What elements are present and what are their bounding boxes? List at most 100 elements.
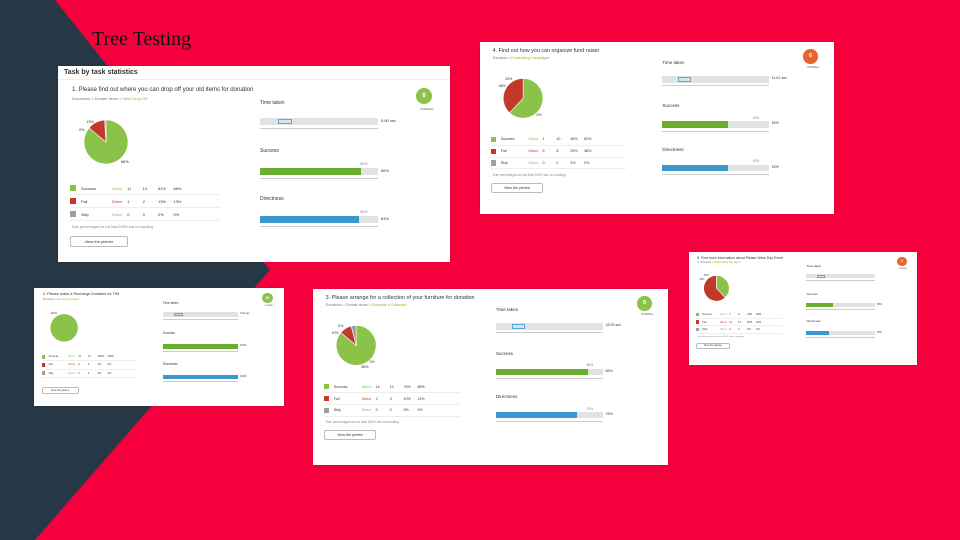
- bar-axis: [495, 421, 603, 423]
- legend-cell-c: 0: [127, 211, 130, 217]
- view-pietree-button[interactable]: View the pietree: [41, 387, 79, 395]
- pie-slice: [50, 313, 79, 342]
- section-value: 76%: [605, 412, 613, 417]
- legend-cell-a: Direct: [111, 185, 123, 191]
- legend-cell-d: 13: [738, 320, 741, 324]
- pie-label: 0%: [369, 360, 375, 365]
- task-path-prefix: Donations > Donate Items >: [325, 303, 372, 308]
- time-boxplot: [277, 119, 292, 124]
- overall-label: OVERALL: [641, 313, 654, 317]
- legend-swatch: [490, 160, 497, 166]
- legend-cell-c: 21: [78, 355, 81, 359]
- legend-cell-e: 48%: [570, 137, 578, 142]
- legend-cell-a: Direct: [361, 408, 372, 413]
- legend-swatch: [490, 136, 497, 143]
- legend-cell-g: 0%: [173, 211, 180, 217]
- time-taken-bar: [260, 118, 378, 125]
- task-path-target: Recurring Donation: [57, 298, 80, 302]
- bar-axis: [260, 128, 378, 129]
- legend-cell-e: 52%: [747, 320, 753, 324]
- overall-label: OVERALL: [898, 267, 908, 270]
- legend-cell-d: 0: [87, 363, 90, 367]
- legend-cell-d: 8: [738, 313, 740, 317]
- legend-cell-e: 13%: [157, 198, 166, 204]
- legend-cell-d: 14: [389, 384, 394, 389]
- legend-cell-g: 38%: [756, 313, 762, 317]
- legend-cell-g: 38%: [584, 149, 592, 154]
- pie-label: 0%: [338, 324, 344, 329]
- view-pietree-button[interactable]: View the pietree: [70, 236, 128, 247]
- legend-cell-e: 0%: [570, 160, 576, 165]
- pie-slice: [104, 119, 107, 143]
- legend-cell-label: Success: [81, 185, 97, 191]
- legend-swatch: [695, 327, 700, 332]
- legend-cell-label: Fail: [702, 320, 707, 324]
- card-header: Task by task statistics: [58, 66, 450, 80]
- pie-label: 38%: [498, 83, 506, 88]
- view-pietree-button[interactable]: View the pietree: [695, 342, 730, 350]
- section-label-directness: Directness: [260, 196, 284, 202]
- success-fill: [162, 344, 239, 349]
- time-boxplot: [174, 312, 184, 317]
- result-legend-table: Success Direct 7 8 33% 38% Fail Direct 11 13 52% 62…: [695, 311, 784, 334]
- success-fill: [260, 168, 362, 175]
- legend-row: Skip Direct 0 0 0% 0%: [70, 208, 220, 221]
- section-value: 86%: [605, 368, 613, 373]
- time-boxplot: [511, 324, 525, 329]
- legend-cell-c: 0: [78, 363, 80, 367]
- legend-cell-label: Skip: [500, 160, 508, 165]
- legend-cell-label: Fail: [48, 363, 53, 367]
- bar-axis: [662, 85, 769, 87]
- legend-cell-a: Direct: [68, 363, 75, 367]
- view-pietree-label: View the pietree: [84, 239, 114, 244]
- legend-cell-d: 21: [87, 355, 91, 359]
- legend-cell-label: Skip: [48, 371, 54, 375]
- legend-cell-g: 62%: [756, 320, 762, 324]
- legend-cell-label: Fail: [500, 149, 507, 154]
- section-label-success: Success: [162, 331, 175, 336]
- section-label-time-taken: Time taken: [806, 263, 822, 268]
- legend-swatch: [695, 312, 700, 317]
- section-value: 100%: [239, 344, 247, 348]
- slide-title: Tree Testing: [92, 28, 192, 50]
- legend-cell-a: Direct: [720, 313, 727, 317]
- legend-row: Fail Direct 1 2 13% 13%: [70, 195, 220, 208]
- legend-row: Fail Direct 5 6 29% 38%: [490, 146, 627, 158]
- pie-label: 0%: [536, 112, 542, 117]
- legend-swatch: [323, 407, 330, 413]
- task-card-1: Task by task statistics 1. Please find ou…: [58, 66, 450, 262]
- bar-axis: [495, 377, 603, 379]
- overall-label: OVERALL: [420, 107, 434, 111]
- legend-cell-d: 0: [389, 408, 392, 413]
- view-pietree-button[interactable]: View the pietree: [323, 430, 377, 441]
- pie-slice: [503, 77, 524, 113]
- section-value: 38%: [876, 303, 882, 307]
- task-path: Donations > Recurring Donation: [43, 298, 79, 301]
- legend-swatch: [41, 363, 46, 367]
- result-pie-chart: [336, 324, 377, 366]
- pie-label: 86%: [120, 158, 129, 164]
- section-top-value: 86%: [586, 363, 594, 368]
- bar-axis: [662, 130, 769, 132]
- legend-cell-a: Direct: [720, 328, 727, 332]
- directness-fill: [662, 164, 729, 172]
- directness-fill: [260, 216, 360, 223]
- task-card-4: 4. Find out how you can organize fund ra…: [480, 42, 834, 214]
- section-value: 4.61 sec: [239, 312, 250, 316]
- view-pietree-button[interactable]: View the pietree: [490, 182, 544, 193]
- success-bar: [662, 121, 769, 128]
- section-label-success: Success: [495, 350, 513, 356]
- section-value: 33%: [876, 331, 882, 335]
- legend-cell-c: 2: [375, 396, 378, 401]
- task-path: Donations > Donate Items > Schedule a Co…: [326, 303, 407, 307]
- pie-label: 10%: [331, 331, 339, 335]
- legend-cell-d: 0: [87, 371, 90, 375]
- legend-cell-d: 2: [142, 198, 145, 204]
- legend-cell-d: 10: [556, 137, 561, 142]
- legend-cell-g: 86%: [173, 185, 182, 191]
- legend-cell-e: 0%: [403, 408, 409, 413]
- result-legend-table: Success Direct 1 10 48% 62% Fail Direct 5 6 29% 38%…: [490, 134, 627, 170]
- legend-cell-e: 29%: [570, 149, 578, 154]
- result-pie-chart: [83, 119, 129, 165]
- section-top-value: 62%: [752, 159, 760, 164]
